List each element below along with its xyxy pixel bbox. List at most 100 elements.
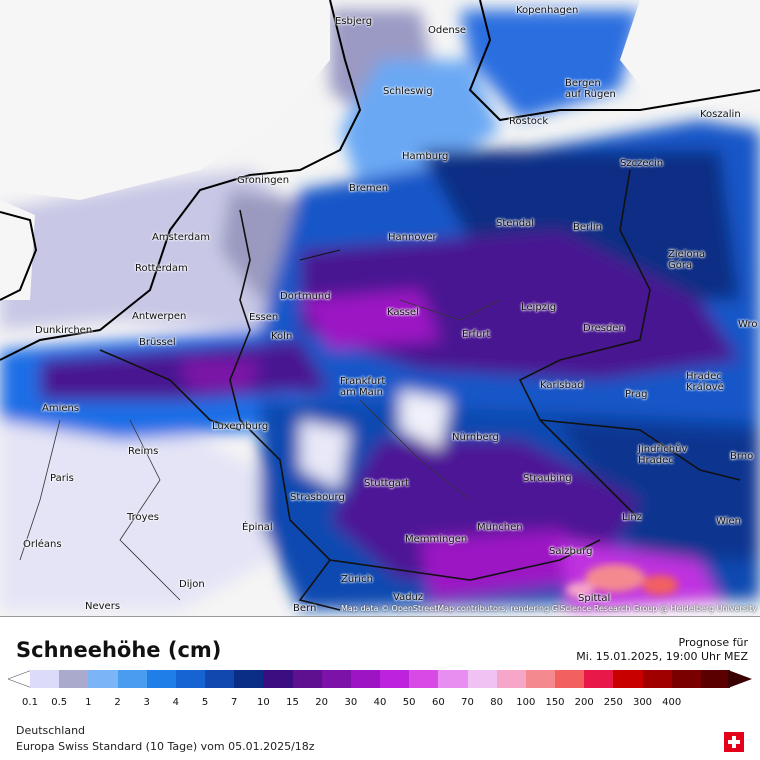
city-name: Wro	[738, 319, 758, 330]
city-name: Amsterdam	[152, 232, 211, 243]
color-scale-tick: 2	[114, 697, 121, 708]
city-label: Esbjerg	[335, 16, 372, 27]
city-name: Szczecin	[620, 158, 664, 169]
color-scale-segment	[88, 670, 118, 688]
city-label: Erfurt	[462, 329, 490, 340]
city-name: Brüssel	[139, 337, 176, 348]
city-label: Dortmund	[280, 291, 331, 302]
city-name: Rostock	[509, 116, 549, 127]
city-name: Antwerpen	[132, 311, 187, 322]
city-label: Zürich	[341, 574, 373, 585]
color-scale-tick: 40	[373, 697, 387, 708]
color-scale-segment	[205, 670, 235, 688]
city-label: Dresden	[583, 323, 625, 334]
city-label: Stuttgart	[364, 478, 409, 489]
city-label: Szczecin	[620, 158, 663, 169]
city-name: Bremen	[349, 183, 389, 194]
city-label: Leipzig	[521, 302, 556, 313]
color-scale-segment	[496, 670, 526, 688]
city-name: Frankfurt am Main	[340, 376, 386, 398]
city-label: München	[477, 522, 523, 533]
city-label: Essen	[249, 312, 278, 323]
city-name: Wien	[716, 516, 741, 527]
city-name: München	[477, 522, 523, 533]
color-scale-segment	[671, 670, 701, 688]
city-label: Jindřichův Hradec	[638, 444, 687, 466]
color-scale-segment	[59, 670, 89, 688]
city-name: Linz	[622, 512, 642, 523]
city-name: Berlin	[573, 222, 603, 233]
forecast-label: Prognose für	[678, 636, 749, 649]
color-scale-tick: 20	[315, 697, 329, 708]
city-label: Épinal	[242, 522, 273, 533]
city-name: Orléans	[23, 539, 62, 550]
color-scale-tick: 100	[516, 697, 536, 708]
city-label: Salzburg	[549, 546, 592, 557]
city-label: Kassel	[387, 307, 419, 318]
city-label: Linz	[622, 512, 642, 523]
color-scale-tick: 150	[545, 697, 565, 708]
city-name: Esbjerg	[335, 16, 373, 27]
color-scale-tick: 300	[632, 697, 653, 708]
city-name: Paris	[50, 473, 74, 484]
city-name: Straubing	[523, 473, 572, 484]
color-scale-ticks: 0.1 0.5 1 2 3 4 5 7 10 15 20 30 40 50 60 70 80 100 150 200 2…	[22, 697, 730, 711]
city-label: Luxemburg	[212, 421, 268, 432]
color-scale-tick: 7	[230, 697, 238, 708]
color-scale-segment	[409, 670, 439, 688]
city-label: Troyes	[127, 512, 159, 523]
color-scale-tick: 0.1	[22, 697, 38, 708]
color-scale-tick: 60	[431, 697, 445, 708]
city-name: Köln	[271, 331, 293, 342]
city-label: Prag	[625, 389, 647, 400]
color-scale-segment	[117, 670, 147, 688]
city-name: Hamburg	[402, 151, 449, 162]
city-label: Schleswig	[383, 86, 433, 97]
city-label: Rotterdam	[135, 263, 188, 274]
city-label: Memmingen	[405, 534, 467, 545]
city-name: Leipzig	[521, 302, 557, 313]
city-label: Vaduz	[393, 592, 423, 603]
forecast-time: Mi. 15.01.2025, 19:00 Uhr MEZ	[576, 650, 748, 663]
color-scale-tick: 400	[662, 697, 682, 708]
city-name: Zielona Góra	[668, 249, 706, 271]
color-scale-bar	[30, 670, 731, 688]
city-label: Brno	[730, 451, 753, 462]
city-label: Brüssel	[139, 337, 176, 348]
color-scale-tick: 10	[256, 697, 270, 708]
city-name: Erfurt	[462, 329, 491, 340]
city-label: Stendal	[496, 218, 534, 229]
color-scale-segment	[350, 670, 381, 688]
city-name: Nürnberg	[452, 432, 499, 443]
color-scale-tick: 4	[172, 697, 180, 708]
color-scale-tick: 0.5	[51, 697, 68, 708]
city-name: Bern	[293, 603, 317, 614]
city-label: Bern	[293, 603, 316, 614]
city-label: Karlsbad	[540, 380, 583, 391]
color-scale-segment	[584, 670, 614, 688]
color-scale-segment	[380, 670, 410, 688]
color-scale-segment	[30, 670, 60, 688]
swiss-flag-icon	[724, 732, 744, 752]
city-label: Dunkirchen	[35, 325, 92, 336]
color-scale-segment	[438, 670, 468, 688]
city-label: Rostock	[509, 116, 548, 127]
color-scale-tick: 50	[402, 697, 416, 708]
city-label: Frankfurt am Main	[340, 376, 385, 398]
city-label: Spittal	[578, 593, 610, 604]
city-name: Troyes	[127, 512, 159, 523]
color-scale-tick: 200	[574, 697, 594, 708]
color-scale-tick: 250	[603, 697, 623, 708]
city-name: Luxemburg	[212, 421, 269, 432]
city-name: Amiens	[42, 403, 80, 414]
city-name: Nevers	[85, 601, 121, 612]
city-label: Koszalin	[700, 109, 741, 120]
city-name: Bergen auf Rügen	[565, 78, 616, 100]
city-label: Zielona Góra	[668, 249, 705, 271]
city-label: Antwerpen	[132, 311, 186, 322]
map-attribution: Map data © OpenStreetMap contributors, r…	[341, 604, 757, 613]
region-label: Deutschland	[16, 724, 86, 737]
legend-arrow-right	[728, 670, 752, 688]
city-label: Paris	[50, 473, 74, 484]
city-name: Spittal	[578, 593, 611, 604]
